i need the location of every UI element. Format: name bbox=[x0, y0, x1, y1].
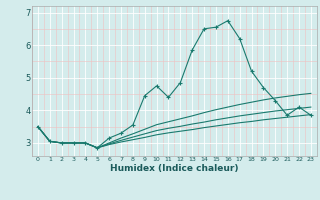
X-axis label: Humidex (Indice chaleur): Humidex (Indice chaleur) bbox=[110, 164, 239, 173]
